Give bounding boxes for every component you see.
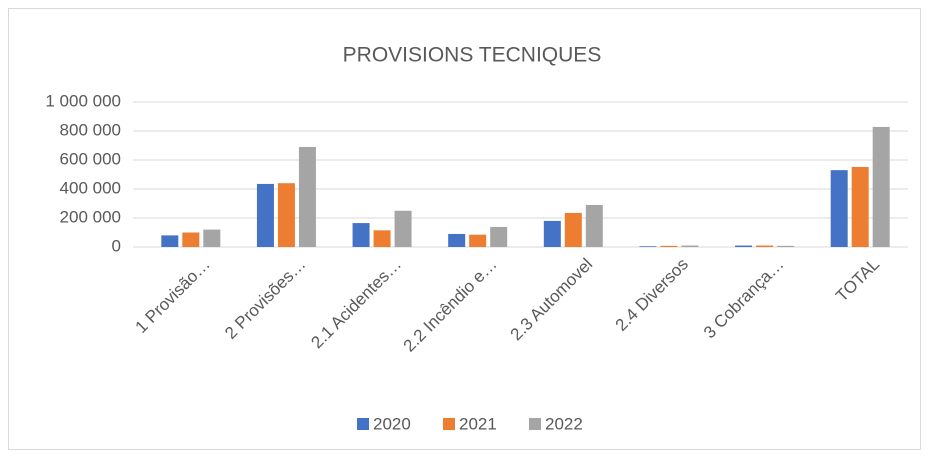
bar — [490, 226, 508, 247]
bar — [830, 170, 848, 247]
legend-swatch — [529, 418, 541, 430]
legend-label: 2022 — [545, 414, 583, 433]
bar — [543, 220, 561, 247]
bar — [777, 245, 795, 247]
bar — [564, 212, 582, 247]
chart-border — [8, 8, 921, 450]
y-tick-label: 400 000 — [60, 178, 121, 197]
bar — [373, 230, 391, 247]
legend-label: 2021 — [459, 414, 497, 433]
bar — [872, 126, 890, 247]
bar — [203, 229, 221, 247]
bar — [448, 233, 466, 247]
y-tick-label: 200 000 — [60, 207, 121, 226]
bar — [469, 234, 487, 247]
legend-swatch — [443, 418, 455, 430]
bar — [735, 245, 753, 247]
y-tick-label: 0 — [112, 236, 121, 255]
chart-title: PROVISIONS TECNIQUES — [343, 44, 602, 67]
bar — [681, 245, 699, 247]
bar — [756, 245, 774, 247]
legend-swatch — [357, 418, 369, 430]
bar — [298, 146, 316, 247]
y-tick-label: 600 000 — [60, 149, 121, 168]
bar — [352, 223, 370, 247]
bar — [394, 210, 412, 247]
y-tick-label: 1 000 000 — [45, 91, 121, 110]
bar — [585, 204, 603, 247]
bar — [256, 183, 274, 247]
bar — [660, 245, 678, 247]
bar — [161, 235, 179, 247]
y-tick-label: 800 000 — [60, 120, 121, 139]
bar — [277, 183, 295, 247]
bar — [851, 166, 869, 247]
legend-label: 2020 — [373, 414, 411, 433]
bar — [182, 232, 200, 247]
bar — [639, 246, 657, 247]
